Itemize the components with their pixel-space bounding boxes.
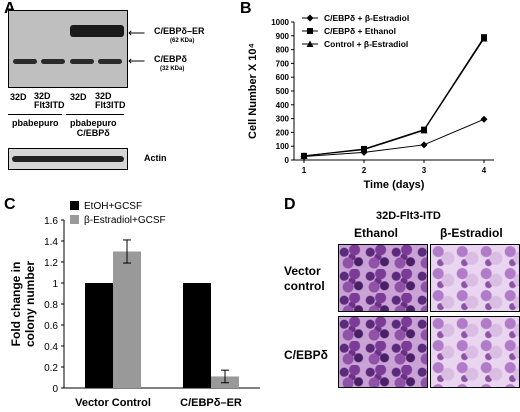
x-axis-label: Time (days) [364,179,425,191]
row-label-vector: Vector control [284,264,325,293]
lane-label-1: 32D [10,92,27,102]
micrograph-vector-estradiol [430,244,520,312]
y-tick-label: 1.2 [44,258,58,269]
legend-label: C/EBPδ + β-Estradiol [324,13,409,23]
data-point [420,141,428,149]
x-tick-label: 3 [422,166,427,175]
bar [113,251,141,388]
lane-label-3: 32D [70,92,87,102]
panel-d-title: 32D-Flt3-ITD [376,210,441,222]
category-label: C/EBPδ–ER [180,397,242,409]
y-tick-label: 700 [276,59,290,68]
panel-c-letter: C [4,196,16,213]
group1-divider [8,114,62,115]
y-tick-label: 1000 [271,18,289,27]
y-tick-label: 800 [276,46,290,55]
y-tick-label: 0.2 [44,363,58,374]
panel-a-letter: A [4,0,16,17]
micrograph-cebpd-ethanol [338,316,428,388]
group2-label: pbabepuro C/EBPδ [70,118,117,138]
label-cebpd: C/EBPδ [154,54,187,64]
y-tick-label: 1.4 [44,237,58,248]
x-tick-label: 1 [302,166,307,175]
actin-blot-image [8,148,128,170]
group1-label: pbabepuro [12,118,59,128]
y-tick-label: 500 [276,87,290,96]
data-point [420,126,428,134]
y-axis-label: Cell Number X 10⁴ [247,43,259,139]
legend-label: C/EBPδ + Ethanol [324,26,396,36]
data-point [480,35,488,42]
y-tick-label: 0.8 [44,300,58,311]
label-cebpd-er: C/EBPδ–ER [154,26,205,36]
x-tick-label: 2 [362,166,367,175]
legend-swatch [70,215,79,224]
y-tick-label: 200 [276,128,290,137]
western-blot-image [8,10,128,88]
col-label-ethanol: Ethanol [354,226,398,240]
legend-label: EtOH+GCSF [84,201,142,212]
micrograph-vector-ethanol [338,244,428,312]
y-tick-label: 100 [276,142,290,151]
y-tick-label: 1 [52,279,58,290]
lane-label-4: 32D Flt3ITD [95,91,126,110]
row-label-cebpd: C/EBPδ [284,348,328,362]
data-point [306,40,314,47]
panel-b-letter: B [240,0,252,17]
data-point [360,146,368,153]
bar [183,283,211,388]
y-tick-label: 0 [52,384,58,395]
col-label-estradiol: β-Estradiol [440,226,503,240]
lane-label-2: 32D Flt3ITD [34,91,65,110]
legend-swatch [70,201,79,210]
growth-line-chart: 0 100 200 300 400 500 600 700 800 900 1000 1 2 3 4 Time… [247,13,494,191]
y-tick-label: 900 [276,32,290,41]
data-point [307,28,313,34]
panel-d-letter: D [284,196,296,213]
series-3 [300,35,488,159]
legend-label: β-Estradiol+GCSF [84,215,166,226]
data-point [300,152,308,159]
y-tick-label: 400 [276,101,290,110]
colony-bar-chart: 0 0.2 0.4 0.6 0.8 1 1.2 1.4 1.6 Fold change in col… [9,201,260,409]
series-line [303,38,485,157]
y-tick-label: 0.6 [44,321,58,332]
data-point [480,115,488,123]
group2-divider [66,114,124,115]
label-cebpd-kda: (32 KDa) [160,66,185,72]
y-tick-label: 1.6 [44,216,58,227]
y-tick-label: 0.4 [44,342,58,353]
y-tick-label: 300 [276,115,290,124]
legend-label: Control + β-Estradiol [324,39,408,49]
bar [85,283,113,388]
y-tick-label: 0 [285,156,290,165]
y-axis-label-line2: colony number [23,261,37,347]
y-axis-label: Fold change in [9,262,23,347]
label-cebpd-er-kda: (62 KDa) [170,38,195,44]
actin-label: Actin [144,153,167,163]
micrograph-cebpd-estradiol [430,316,520,388]
arrow-er-icon: ⟵ [128,26,146,40]
data-point [306,14,314,22]
x-tick-label: 4 [482,166,487,175]
series-line [303,36,485,157]
arrow-d-icon: ⟵ [128,54,146,68]
y-tick-label: 600 [276,73,290,82]
series-line [303,118,485,158]
category-label: Vector Control [75,397,151,409]
